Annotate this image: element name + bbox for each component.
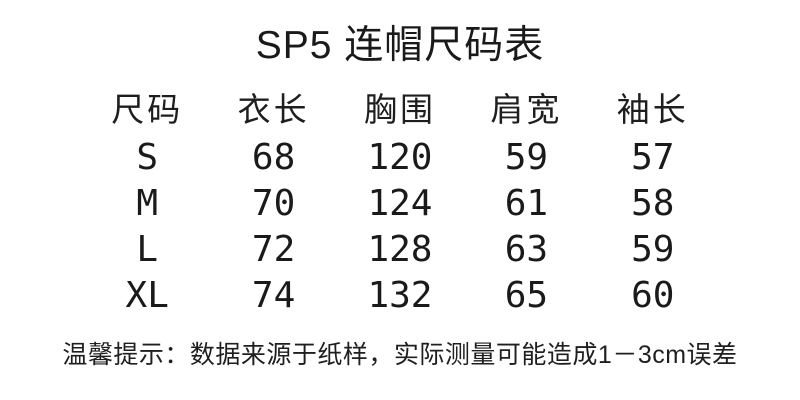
measurement-cell: 124 <box>367 183 433 225</box>
table-header-row: 尺码 衣长 胸围 肩宽 袖长 <box>84 83 716 131</box>
column-header-chest: 胸围 <box>363 90 436 128</box>
column-header-size: 尺码 <box>111 90 184 128</box>
measurement-cell: 58 <box>631 183 675 225</box>
measurement-cell: 65 <box>504 275 549 317</box>
column-header-length: 衣长 <box>237 90 310 128</box>
measurement-cell: 72 <box>251 229 296 271</box>
size-cell: XL <box>125 275 169 317</box>
size-cell: M <box>136 183 159 225</box>
page-title: SP5 连帽尺码表 <box>255 24 545 67</box>
measurement-cell: 61 <box>504 183 549 225</box>
measurement-cell: 70 <box>251 183 296 225</box>
size-table: 尺码 衣长 胸围 肩宽 袖长 S 68 120 59 57 M 70 124 6… <box>84 83 716 319</box>
measurement-cell: 57 <box>631 137 675 179</box>
measurement-cell: 74 <box>251 275 296 317</box>
table-row-m: M 70 124 61 58 <box>84 181 716 227</box>
table-row-s: S 68 120 59 57 <box>84 131 716 181</box>
measurement-cell: 120 <box>367 137 433 179</box>
table-row-xl: XL 74 132 65 60 <box>84 273 716 319</box>
measurement-cell: 60 <box>631 275 675 317</box>
table-row-l: L 72 128 63 59 <box>84 227 716 273</box>
size-cell: S <box>136 137 159 179</box>
measurement-cell: 128 <box>367 229 433 271</box>
measurement-cell: 68 <box>251 137 296 179</box>
measurement-cell: 59 <box>631 229 675 271</box>
measurement-cell: 59 <box>504 137 549 179</box>
column-header-sleeve: 袖长 <box>616 90 689 128</box>
measurement-cell: 63 <box>504 229 549 271</box>
size-cell: L <box>136 229 159 271</box>
column-header-shoulder: 肩宽 <box>490 90 563 128</box>
disclaimer-note: 温馨提示：数据来源于纸样，实际测量可能造成1－3cm误差 <box>62 340 738 369</box>
measurement-cell: 132 <box>367 275 433 317</box>
